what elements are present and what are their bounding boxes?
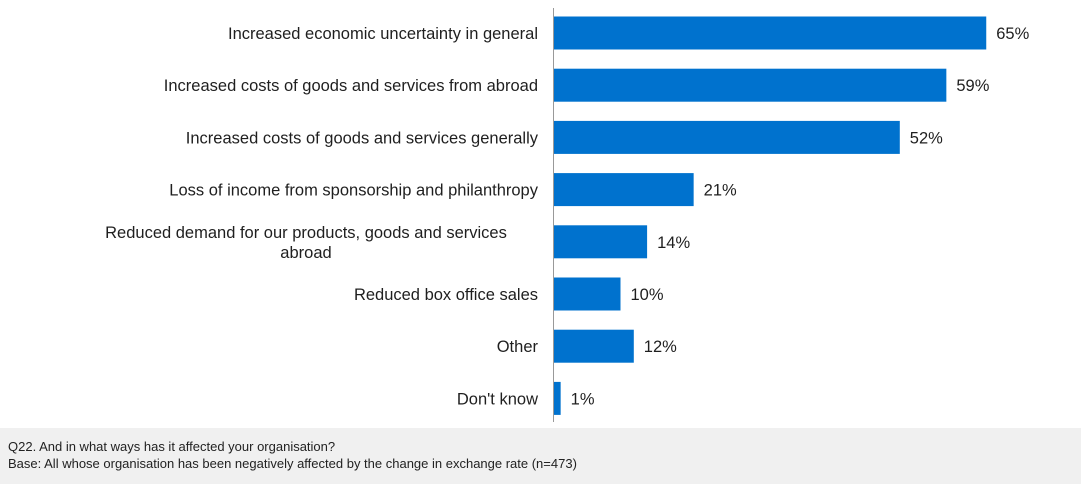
bar-1 bbox=[554, 16, 987, 50]
bar-4 bbox=[554, 173, 694, 207]
value-label-1: 65% bbox=[996, 25, 1029, 43]
category-label-1: Increased economic uncertainty in genera… bbox=[228, 25, 538, 43]
bar-8 bbox=[554, 381, 561, 415]
question-text: Q22. And in what ways has it affected yo… bbox=[8, 439, 336, 454]
category-label-7: Other bbox=[497, 338, 539, 356]
value-label-2: 59% bbox=[956, 77, 989, 95]
base-text: Base: All whose organisation has been ne… bbox=[8, 456, 577, 471]
chart-footnote: Q22. And in what ways has it affected yo… bbox=[0, 428, 1081, 484]
bar-chart: Increased economic uncertainty in genera… bbox=[105, 8, 1030, 422]
category-label-3: Increased costs of goods and services ge… bbox=[186, 129, 539, 147]
category-labels-group: Increased economic uncertainty in genera… bbox=[105, 25, 539, 408]
bar-7 bbox=[554, 329, 634, 363]
value-labels-group: 65% 59% 52% 21% 14% 10% 12% 1% bbox=[571, 25, 1030, 408]
bar-6 bbox=[554, 277, 621, 311]
value-label-6: 10% bbox=[631, 286, 664, 304]
category-label-2: Increased costs of goods and services fr… bbox=[164, 77, 538, 95]
category-label-4: Loss of income from sponsorship and phil… bbox=[169, 182, 538, 200]
value-label-7: 12% bbox=[644, 338, 677, 356]
bar-5 bbox=[554, 225, 648, 259]
category-label-6: Reduced box office sales bbox=[354, 286, 538, 304]
bar-3 bbox=[554, 120, 900, 154]
value-label-5: 14% bbox=[657, 234, 690, 252]
category-label-8: Don't know bbox=[457, 390, 538, 408]
bars-group bbox=[554, 16, 987, 415]
value-label-8: 1% bbox=[571, 390, 595, 408]
value-label-4: 21% bbox=[704, 182, 737, 200]
value-label-3: 52% bbox=[910, 129, 943, 147]
category-label-5: Reduced demand for our products, goods a… bbox=[105, 224, 507, 262]
bar-2 bbox=[554, 68, 947, 102]
